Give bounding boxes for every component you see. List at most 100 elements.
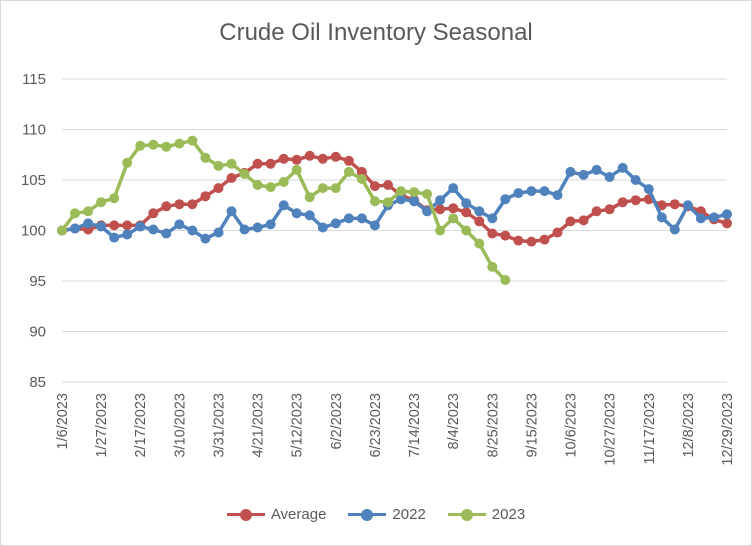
data-point	[604, 204, 615, 215]
data-point	[656, 212, 667, 223]
data-point	[630, 175, 641, 185]
data-point	[161, 141, 172, 152]
x-tick-label: 1/27/2023	[94, 393, 110, 458]
data-point	[722, 209, 732, 220]
x-tick-label: 12/29/2023	[720, 393, 736, 466]
data-point	[435, 225, 446, 236]
x-tick-label: 6/2/2023	[329, 393, 345, 449]
data-point	[396, 186, 406, 197]
data-point	[330, 151, 341, 162]
data-point	[174, 219, 185, 230]
data-point	[461, 198, 472, 209]
data-point	[422, 206, 433, 217]
data-point	[591, 164, 602, 175]
data-point	[487, 261, 498, 272]
series-line-2022	[60, 166, 729, 241]
y-tick-label: 115	[22, 71, 46, 88]
data-point	[291, 154, 302, 165]
data-point	[695, 213, 706, 224]
data-point	[669, 199, 680, 210]
data-point	[213, 160, 224, 171]
data-point	[252, 180, 263, 190]
data-point	[213, 183, 224, 194]
data-point	[500, 275, 511, 285]
x-tick-label: 9/15/2023	[524, 393, 540, 458]
x-tick-label: 4/21/2023	[251, 393, 267, 458]
data-point	[356, 213, 367, 224]
data-point	[435, 204, 446, 215]
data-point	[343, 155, 354, 166]
data-point	[83, 218, 94, 229]
data-point	[200, 152, 211, 163]
legend-label: 2023	[491, 506, 526, 523]
data-point	[70, 208, 80, 219]
data-point	[604, 172, 615, 182]
data-point	[722, 218, 732, 229]
legend-marker	[348, 508, 387, 521]
data-point	[213, 227, 224, 238]
legend-marker	[447, 508, 486, 521]
x-tick-label: 12/8/2023	[681, 393, 697, 458]
data-point	[356, 174, 367, 184]
data-point	[265, 182, 276, 193]
data-point	[291, 164, 302, 175]
data-point	[226, 173, 237, 183]
data-point	[448, 183, 459, 194]
data-point	[122, 157, 133, 168]
data-point	[617, 162, 628, 173]
data-point	[578, 169, 589, 180]
data-point	[109, 193, 120, 204]
y-tick-label: 100	[21, 223, 46, 240]
x-tick-label: 7/14/2023	[407, 393, 423, 458]
data-point	[265, 219, 276, 230]
legend-marker	[226, 508, 265, 521]
data-point	[383, 197, 393, 208]
data-point	[630, 195, 641, 206]
data-point	[409, 187, 420, 198]
y-tick-label: 105	[21, 172, 46, 189]
data-point	[643, 184, 654, 195]
data-point	[487, 213, 498, 224]
y-tick-label: 95	[29, 273, 46, 290]
data-point	[200, 191, 211, 202]
data-point	[474, 206, 485, 217]
x-tick-label: 3/31/2023	[211, 393, 227, 458]
data-point	[526, 236, 537, 247]
data-point	[461, 207, 472, 218]
legend-label: 2022	[392, 506, 426, 523]
data-point	[135, 221, 146, 232]
data-point	[317, 222, 328, 233]
data-point	[161, 228, 172, 239]
data-point	[500, 230, 511, 241]
data-point	[513, 188, 524, 199]
y-tick-label: 85	[29, 374, 46, 391]
data-point	[278, 153, 289, 164]
data-point	[369, 220, 380, 231]
data-point	[291, 208, 302, 219]
data-point	[122, 229, 133, 240]
data-point	[474, 216, 485, 227]
data-point	[396, 194, 406, 205]
data-point	[252, 158, 263, 169]
x-tick-label: 10/6/2023	[564, 393, 580, 458]
data-point	[70, 223, 80, 234]
data-point	[239, 168, 250, 179]
data-point	[448, 213, 459, 224]
data-point	[435, 195, 446, 206]
data-point	[122, 220, 133, 231]
data-point	[461, 225, 472, 236]
x-tick-label: 8/4/2023	[446, 393, 462, 449]
data-point	[278, 200, 289, 211]
data-point	[187, 225, 198, 236]
data-point	[252, 222, 263, 233]
data-point	[682, 200, 693, 211]
data-point	[487, 228, 498, 239]
legend-label: Average	[270, 506, 327, 523]
data-point	[96, 197, 107, 208]
data-point	[539, 186, 550, 197]
data-point	[356, 166, 367, 177]
x-tick-label: 2/17/2023	[133, 393, 149, 458]
data-point	[174, 138, 185, 149]
data-point	[304, 150, 315, 161]
y-tick-label: 110	[22, 122, 46, 139]
